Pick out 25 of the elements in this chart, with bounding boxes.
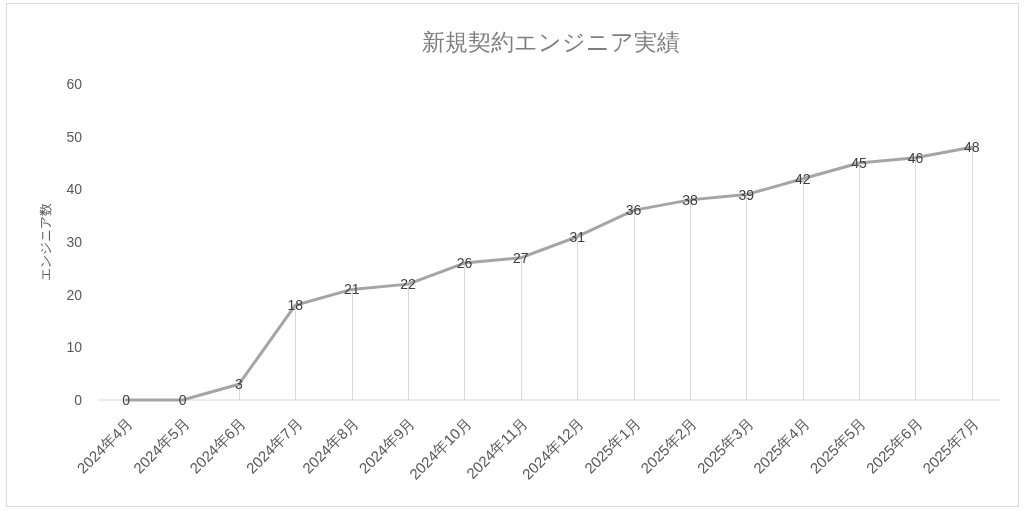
y-tick-label: 60 xyxy=(66,76,83,92)
data-label: 31 xyxy=(569,228,586,245)
y-tick-label: 0 xyxy=(74,392,83,408)
data-label: 45 xyxy=(851,155,868,171)
y-tick-label: 40 xyxy=(66,181,83,198)
data-label: 0 xyxy=(178,392,187,408)
y-axis-title: エンジニア数 xyxy=(37,203,53,281)
y-tick-label: 10 xyxy=(66,339,83,356)
data-label: 21 xyxy=(343,281,360,298)
data-label: 38 xyxy=(682,191,698,208)
data-label: 46 xyxy=(907,149,924,166)
data-label: 42 xyxy=(794,170,811,187)
data-label: 48 xyxy=(964,139,980,156)
data-label: 22 xyxy=(400,276,417,293)
data-label: 36 xyxy=(625,202,642,219)
data-label: 0 xyxy=(122,392,131,408)
y-tick-label: 30 xyxy=(66,234,83,250)
y-tick-label: 50 xyxy=(66,128,83,145)
data-label: 39 xyxy=(738,186,755,203)
data-label: 3 xyxy=(235,376,244,393)
chart-title: 新規契約エンジニア実績 xyxy=(422,29,680,55)
data-label: 18 xyxy=(287,297,304,314)
data-label: 26 xyxy=(456,255,473,272)
data-label: 27 xyxy=(513,249,529,266)
y-tick-label: 20 xyxy=(66,286,83,303)
